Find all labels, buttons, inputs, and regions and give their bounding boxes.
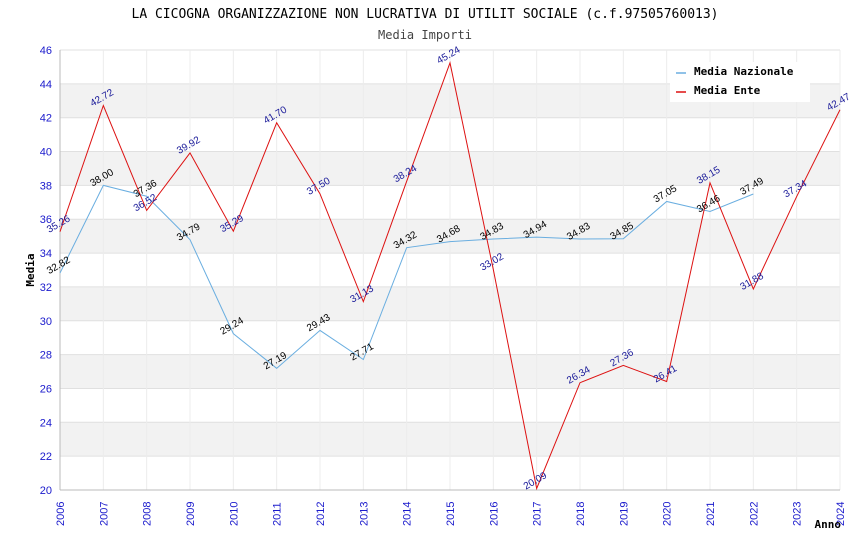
gridlines [59,49,841,491]
x-tick-label: 2023 [792,502,804,526]
y-tick-label: 26 [40,383,52,395]
legend-label-ente: Media Ente [694,84,761,97]
y-tick-label: 44 [40,79,52,91]
legend-box [670,62,810,102]
x-tick-label: 2024 [835,502,847,526]
x-tick-label: 2011 [272,502,284,526]
x-tick-label: 2021 [705,502,717,526]
chart-title: LA CICOGNA ORGANIZZAZIONE NON LUCRATIVA … [132,7,719,22]
series-lines [59,61,841,491]
y-tick-label: 40 [40,147,52,159]
data-label-ente: 33.02 [478,251,506,273]
y-tick-label: 42 [40,113,52,125]
x-tick-label: 2014 [402,502,414,526]
x-axis-title: Anno [815,518,842,531]
x-tick-label: 2018 [575,502,587,526]
y-tick-label: 20 [40,485,52,497]
x-tick-label: 2022 [748,502,760,526]
y-tick-labels: 20 22 24 26 28 30 32 34 36 38 40 42 44 46 [40,45,52,497]
data-label-ente: 20.09 [522,470,550,492]
y-tick-label: 34 [40,248,52,260]
x-tick-label: 2009 [185,502,197,526]
series-line-ente [59,61,841,491]
x-tick-labels: 2006 2007 2008 2009 2010 2011 2012 2013 2014 2015… [55,502,847,526]
y-tick-label: 30 [40,316,52,328]
x-tick-label: 2006 [55,502,67,526]
y-tick-label: 28 [40,350,52,362]
x-tick-label: 2017 [532,502,544,526]
x-tick-label: 2015 [445,502,457,526]
data-label-nazionale: 36.46 [695,193,723,215]
chart-subtitle: Media Importi [378,28,472,42]
legend-label-nazionale: Media Nazionale [694,65,794,78]
x-tick-label: 2016 [488,502,500,526]
y-tick-label: 32 [40,282,52,294]
y-tick-label: 46 [40,45,52,57]
x-tick-label: 2020 [662,502,674,526]
y-tick-label: 22 [40,451,52,463]
x-tick-label: 2012 [315,502,327,526]
x-tick-label: 2013 [358,502,370,526]
data-label-ente: 45.24 [435,44,463,66]
y-tick-label: 38 [40,180,52,192]
x-tick-label: 2019 [618,502,630,526]
y-tick-label: 36 [40,214,52,226]
x-tick-label: 2007 [98,502,110,526]
x-tick-label: 2010 [228,502,240,526]
legend: Media Nazionale Media Ente [670,62,810,102]
series-line-nazionale [59,184,754,369]
x-tick-label: 2008 [142,502,154,526]
y-axis-title: Media [24,253,37,286]
y-tick-label: 24 [40,417,52,429]
